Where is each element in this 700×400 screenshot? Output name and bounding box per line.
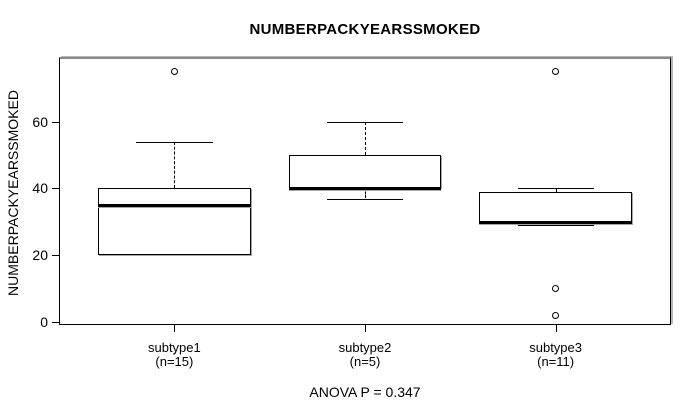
outlier-point (552, 68, 560, 76)
group-name: subtype2 (338, 340, 392, 355)
whisker-cap-bottom (326, 198, 404, 200)
whisker-cap-top (517, 188, 594, 190)
group-n: (n=5) (349, 354, 381, 369)
whisker-dash-top (365, 121, 366, 156)
whisker-dash-bottom (555, 223, 557, 226)
group-name: subtype1 (147, 340, 201, 355)
whisker-cap-bottom (136, 255, 213, 257)
y-tick (52, 188, 59, 190)
group-label-subtype2: subtype2 (n=5) (295, 341, 435, 369)
whisker-dash-bottom (365, 188, 366, 199)
x-axis-labels: subtype1 (n=15) subtype2 (n=5) subtype3 … (59, 341, 671, 371)
y-tick (52, 321, 59, 323)
group-label-subtype1: subtype1 (n=15) (104, 341, 244, 369)
chart-title: NUMBERPACKYEARSSMOKED (249, 21, 481, 38)
y-tick-label: 40 (32, 180, 48, 197)
median-line (288, 187, 442, 191)
y-tick (52, 121, 59, 123)
whisker-dash-top (555, 188, 557, 192)
whisker-cap-bottom (517, 225, 594, 227)
box (288, 155, 442, 189)
y-tick (52, 255, 59, 257)
whisker-dash-top (174, 141, 176, 189)
median-line (98, 204, 251, 208)
box (479, 191, 632, 224)
whisker-cap-top (136, 141, 213, 143)
x-tick (555, 324, 557, 332)
group-label-subtype3: subtype3 (n=11) (486, 341, 626, 369)
x-tick (174, 324, 176, 332)
plot-area: 0 20 40 60 (32, 57, 671, 332)
outlier-point (552, 285, 560, 293)
y-tick-label: 0 (40, 313, 48, 330)
y-tick-label: 20 (32, 247, 48, 264)
whisker-cap-top (326, 121, 404, 123)
group-name: subtype3 (529, 340, 582, 355)
x-tick (365, 324, 366, 332)
anova-annotation: ANOVA P = 0.347 (309, 384, 421, 400)
box (98, 188, 251, 256)
y-tick-label: 60 (32, 113, 48, 130)
group-n: (n=15) (155, 354, 194, 369)
outlier-point (170, 68, 178, 76)
median-line (479, 220, 632, 224)
outlier-point (552, 311, 560, 319)
group-n: (n=11) (537, 354, 575, 369)
